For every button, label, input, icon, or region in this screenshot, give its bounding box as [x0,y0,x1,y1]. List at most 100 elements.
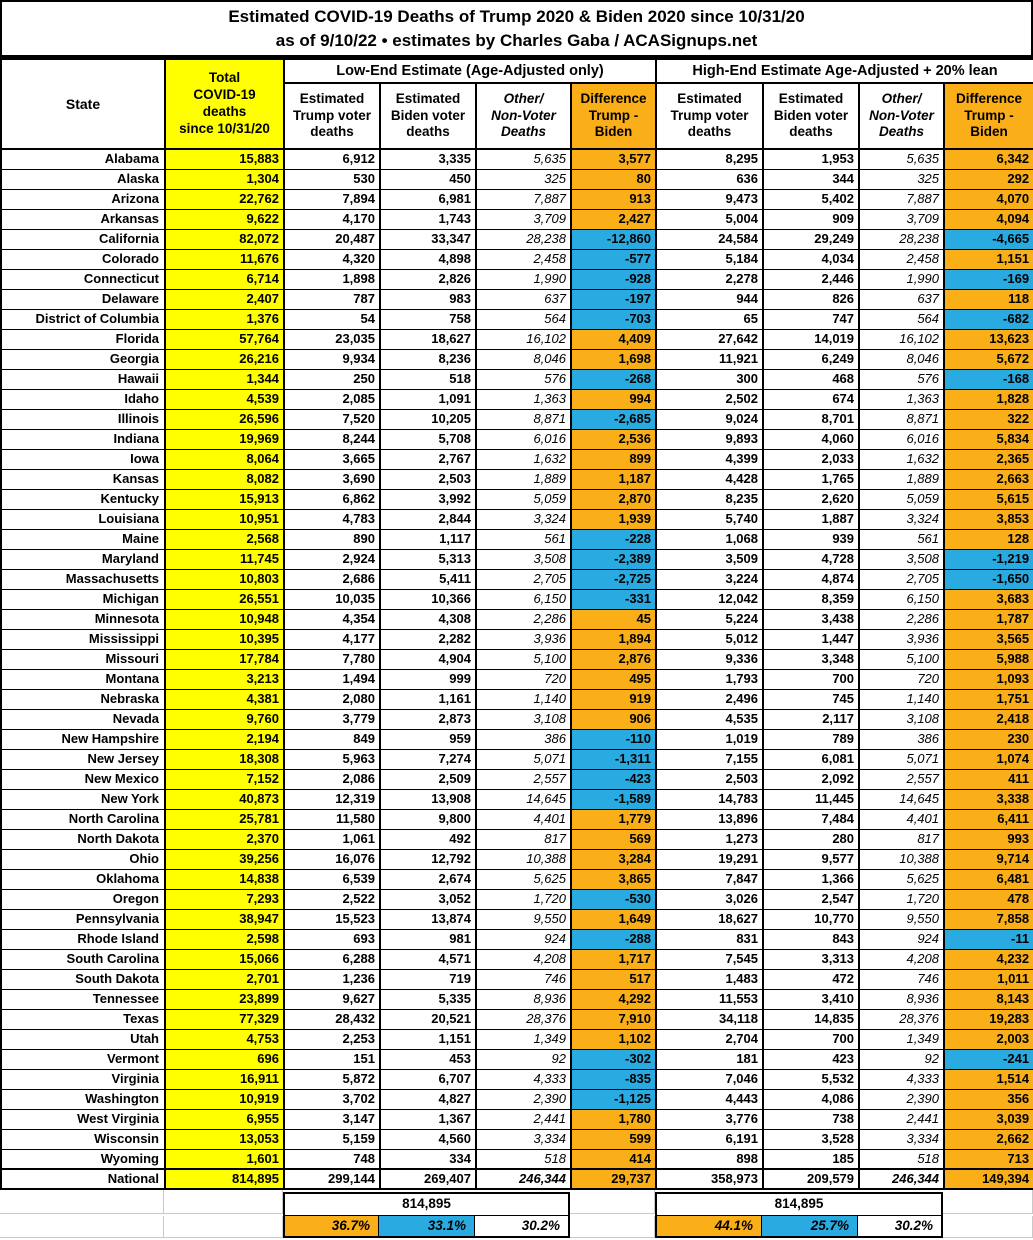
cell-state: National [0,1168,166,1190]
cell-high-biden: 1,366 [762,868,861,890]
cell-total-deaths: 2,598 [164,928,285,950]
cell-low-biden: 10,366 [379,588,477,610]
cell-high-other: 924 [858,928,946,950]
cell-high-diff: -4,665 [943,228,1033,250]
cell-high-other: 14,645 [858,788,946,810]
cell-total-deaths: 8,082 [164,468,285,490]
cell-low-diff: 7,910 [569,1008,658,1030]
cell-high-biden: 1,765 [762,468,861,490]
cell-total-deaths: 1,344 [164,368,285,390]
cell-high-other: 325 [858,168,946,190]
cell-low-other: 561 [475,528,572,550]
cell-high-diff: 3,683 [943,588,1033,610]
cell-high-biden: 10,770 [762,908,861,930]
cell-low-diff: 913 [569,188,658,210]
cell-high-trump: 3,509 [655,548,765,570]
table-row: Michigan 26,551 10,035 10,366 6,150 -331 12,04… [0,588,1033,610]
cell-low-other: 4,401 [475,808,572,830]
cell-high-trump: 4,535 [655,708,765,730]
table-row: South Carolina 15,066 6,288 4,571 4,208 1,717… [0,948,1033,970]
cell-total-deaths: 9,760 [164,708,285,730]
cell-low-biden: 2,282 [379,628,477,650]
cell-state: Louisiana [0,508,166,530]
cell-total-deaths: 1,304 [164,168,285,190]
cell-high-trump: 13,896 [655,808,765,830]
cell-high-trump: 5,184 [655,248,765,270]
cell-high-diff: 3,039 [943,1108,1033,1130]
cell-low-biden: 981 [379,928,477,950]
cell-high-trump: 2,503 [655,768,765,790]
cell-state: Missouri [0,648,166,670]
cell-low-biden: 6,981 [379,188,477,210]
cell-high-biden: 738 [762,1108,861,1130]
cell-total-deaths: 2,370 [164,828,285,850]
cell-total-deaths: 6,714 [164,268,285,290]
table-row: Pennsylvania 38,947 15,523 13,874 9,550 1,649… [0,908,1033,930]
cell-low-other: 325 [475,168,572,190]
footer-empty-cell [570,1190,655,1214]
cell-low-diff: 4,409 [569,328,658,350]
table-row: Massachusetts 10,803 2,686 5,411 2,705 -2,725… [0,568,1033,590]
cell-high-biden: 674 [762,388,861,410]
cell-low-biden: 1,151 [379,1028,477,1050]
cell-high-trump: 19,291 [655,848,765,870]
cell-high-diff: 3,565 [943,628,1033,650]
cell-low-biden: 492 [379,828,477,850]
cell-state: Montana [0,668,166,690]
cell-low-biden: 3,992 [379,488,477,510]
cell-low-diff: -530 [569,888,658,910]
cell-high-trump: 358,973 [655,1168,765,1190]
cell-low-trump: 6,288 [283,948,381,970]
cell-low-trump: 693 [283,928,381,950]
cell-low-diff: 1,894 [569,628,658,650]
cell-low-other: 4,208 [475,948,572,970]
cell-high-trump: 11,921 [655,348,765,370]
cell-low-diff: -2,389 [569,548,658,570]
cell-low-biden: 13,908 [379,788,477,810]
cell-low-biden: 959 [379,728,477,750]
cell-high-other: 1,363 [858,388,946,410]
cell-high-diff: 2,365 [943,448,1033,470]
cell-high-biden: 3,348 [762,648,861,670]
cell-low-trump: 890 [283,528,381,550]
cell-high-trump: 2,502 [655,388,765,410]
cell-low-trump: 787 [283,288,381,310]
cell-high-diff: 5,615 [943,488,1033,510]
cell-total-deaths: 26,596 [164,408,285,430]
cell-low-trump: 16,076 [283,848,381,870]
cell-low-biden: 33,347 [379,228,477,250]
cell-total-deaths: 38,947 [164,908,285,930]
cell-high-other: 16,102 [858,328,946,350]
cell-high-diff: 3,853 [943,508,1033,530]
table-row: Georgia 26,216 9,934 8,236 8,046 1,698 11,921 6… [0,348,1033,370]
cell-total-deaths: 23,899 [164,988,285,1010]
cell-low-diff: 906 [569,708,658,730]
high-other-share-pct: 30.2% [858,1216,943,1238]
cell-low-trump: 7,780 [283,648,381,670]
cell-low-diff: 3,865 [569,868,658,890]
cell-low-biden: 12,792 [379,848,477,870]
cell-low-diff: -928 [569,268,658,290]
table-row: North Carolina 25,781 11,580 9,800 4,401 1,77… [0,808,1033,830]
cell-state: New York [0,788,166,810]
cell-high-biden: 843 [762,928,861,950]
cell-low-biden: 13,874 [379,908,477,930]
cell-low-other: 3,108 [475,708,572,730]
cell-low-trump: 250 [283,368,381,390]
cell-high-diff: 356 [943,1088,1033,1110]
cell-state: New Mexico [0,768,166,790]
low-difference-sub-header: Difference Trump - Biden [569,82,658,150]
table-row: Maryland 11,745 2,924 5,313 3,508 -2,389 3,509… [0,548,1033,570]
cell-low-diff: 45 [569,608,658,630]
cell-state: Illinois [0,408,166,430]
high-end-total-box: 814,895 [655,1192,943,1216]
cell-high-other: 7,887 [858,188,946,210]
cell-high-biden: 7,484 [762,808,861,830]
cell-total-deaths: 2,407 [164,288,285,310]
cell-total-deaths: 26,216 [164,348,285,370]
table-row: Missouri 17,784 7,780 4,904 5,100 2,876 9,336 3… [0,648,1033,670]
cell-low-diff: -577 [569,248,658,270]
cell-low-diff: -228 [569,528,658,550]
cell-high-trump: 2,496 [655,688,765,710]
cell-high-diff: 128 [943,528,1033,550]
